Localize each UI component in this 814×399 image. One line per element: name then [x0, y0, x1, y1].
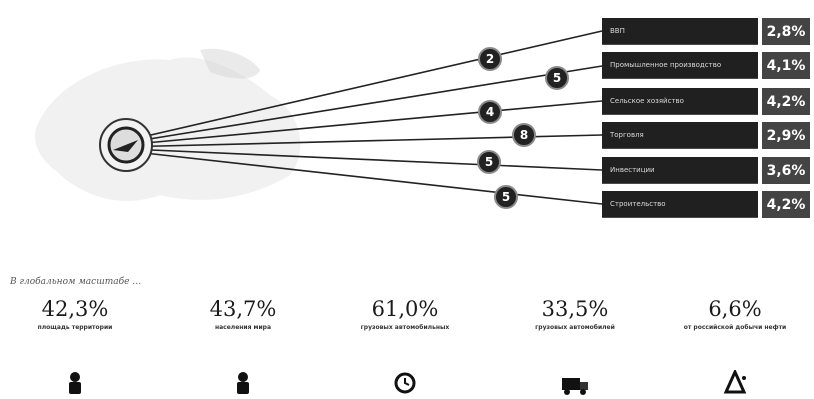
row-value-trade: 2,9% [762, 122, 810, 149]
row-value-agriculture: 4,2% [762, 88, 810, 115]
stat-caption: грузовых автомобильных [360, 324, 450, 331]
ray-badge-5: 5 [477, 150, 501, 174]
row-value-investment: 3,6% [762, 157, 810, 184]
ray-lines [139, 30, 603, 205]
stat-value: 6,6% [708, 297, 762, 321]
ray-line [139, 65, 603, 142]
row-value-industry: 4,1% [762, 52, 810, 79]
stat-oil: 6,6% от российской добычи нефти [660, 298, 810, 332]
stat-value: 43,7% [209, 297, 277, 321]
row-label-investment: Инвестиции [602, 157, 758, 184]
ray-line [139, 100, 603, 145]
person-icon [237, 372, 249, 394]
ray-badge-6: 5 [494, 185, 518, 209]
rays-diagram [35, 30, 603, 205]
ray-line [139, 30, 603, 139]
stat-value: 61,0% [371, 297, 439, 321]
stat-caption: населения мира [214, 324, 272, 331]
stat-population: 43,7% населения мира [168, 298, 318, 332]
ray-line [139, 151, 603, 205]
stat-caption: от российской добычи нефти [683, 324, 787, 331]
section-title: В глобальном масштабе … [10, 277, 142, 287]
ray-badge-3: 4 [478, 100, 502, 124]
stat-value: 42,3% [41, 297, 109, 321]
row-value-gdp: 2,8% [762, 18, 810, 45]
ray-badge-1: 2 [478, 47, 502, 71]
row-label-construction: Строительство [602, 191, 758, 218]
ray-badge-4: 8 [512, 123, 536, 147]
row-label-agriculture: Сельское хозяйство [602, 88, 758, 115]
row-value-construction: 4,2% [762, 191, 810, 218]
truck-icon [562, 378, 588, 395]
ray-badge-2: 5 [545, 66, 569, 90]
row-label-gdp: ВВП [602, 18, 758, 45]
person-icon [69, 372, 81, 394]
row-label-trade: Торговля [602, 122, 758, 149]
oil-drop-icon [723, 370, 747, 394]
stat-trucks: 33,5% грузовых автомобилей [500, 298, 650, 332]
stat-caption: грузовых автомобилей [535, 324, 615, 331]
row-label-industry: Промышленное производство [602, 52, 758, 79]
ray-line [139, 148, 603, 171]
stat-caption: площадь территории [37, 324, 113, 331]
stat-area: 42,3% площадь территории [0, 298, 150, 332]
map-silhouette [35, 57, 301, 201]
map-detail [200, 48, 260, 79]
stat-value: 33,5% [541, 297, 609, 321]
hub-arrow-icon [113, 140, 138, 152]
clock-icon [394, 372, 416, 394]
stat-roads: 61,0% грузовых автомобильных [330, 298, 480, 332]
